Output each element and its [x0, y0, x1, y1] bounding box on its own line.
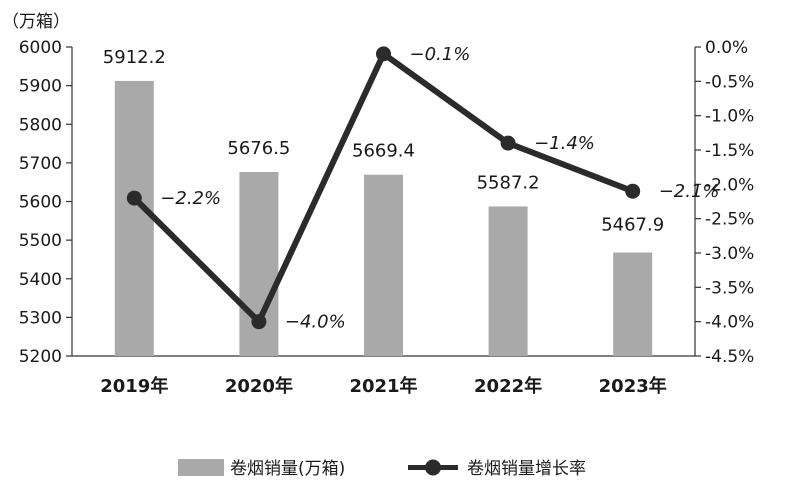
bar	[613, 252, 653, 356]
y-right-tick-label: -4.5%	[705, 347, 754, 367]
bar	[488, 206, 528, 356]
x-tick-label: 2022年	[474, 375, 542, 397]
x-tick-label: 2021年	[349, 375, 417, 397]
bar-value-label: 5467.9	[601, 215, 664, 236]
line-point-marker	[251, 314, 267, 330]
y-right-tick-label: -1.5%	[705, 141, 754, 161]
line-value-label: −4.0%	[285, 312, 346, 333]
bar-value-label: 5676.5	[227, 138, 290, 159]
y-left-tick-label: 5600	[19, 193, 62, 213]
line-point-marker	[376, 46, 391, 62]
y-right-tick-label: -0.5%	[705, 72, 754, 92]
bar	[114, 80, 154, 356]
line-point-marker	[126, 190, 142, 206]
legend-swatch-marker	[425, 459, 441, 476]
legend-swatch-bar	[178, 459, 224, 476]
x-tick-label: 2023年	[599, 375, 667, 397]
line-value-label: −2.1%	[659, 181, 720, 202]
line-value-label: −0.1%	[410, 44, 471, 65]
line-point-marker	[625, 183, 641, 199]
bar-value-label: 5669.4	[352, 141, 415, 162]
y-left-tick-label: 5800	[19, 115, 62, 135]
y-right-tick-label: -2.5%	[705, 210, 754, 230]
y-right-tick-label: -1.0%	[705, 107, 754, 127]
y-axis-left: 5200 5300 5400 5500 5600 5700 5800 5900 6000	[19, 38, 73, 367]
y-right-tick-label: -4.0%	[705, 313, 754, 333]
y-left-tick-label: 5200	[19, 347, 62, 367]
y-left-tick-label: 5700	[19, 154, 62, 174]
line-value-label: −1.4%	[534, 133, 595, 154]
legend-label-line: 卷烟销量增长率	[467, 459, 586, 479]
x-tick-label: 2019年	[100, 375, 168, 397]
y-left-unit-label: （万箱）	[2, 12, 70, 32]
bar-value-label: 5587.2	[477, 172, 540, 193]
y-left-tick-label: 5500	[19, 231, 62, 251]
y-right-tick-label: -2.0%	[705, 175, 754, 195]
line-value-label: −2.2%	[160, 188, 221, 209]
bar	[364, 174, 403, 356]
y-left-tick-label: 6000	[19, 38, 62, 58]
y-left-tick-label: 5300	[19, 308, 62, 328]
line-series: −2.2% −4.0% −0.1% −1.4% −2.1%	[126, 44, 720, 333]
y-axis-right: -4.5% -4.0% -3.5% -3.0% -2.5% -2.0% -1.5% -1.0%…	[694, 38, 754, 367]
bar-value-label: 5912.2	[103, 47, 166, 68]
y-right-tick-label: -3.5%	[705, 278, 754, 298]
line-point-marker	[500, 135, 516, 151]
x-axis: 2019年 2020年 2021年 2022年 2023年	[72, 355, 695, 397]
y-left-tick-label: 5400	[19, 270, 62, 290]
legend-label-bar: 卷烟销量(万箱)	[230, 459, 345, 479]
x-tick-label: 2020年	[225, 375, 293, 397]
y-left-tick-label: 5900	[19, 77, 62, 97]
y-right-tick-label: -3.0%	[705, 244, 754, 264]
y-right-tick-label: 0.0%	[705, 38, 748, 58]
legend: 卷烟销量(万箱) 卷烟销量增长率	[178, 459, 586, 479]
